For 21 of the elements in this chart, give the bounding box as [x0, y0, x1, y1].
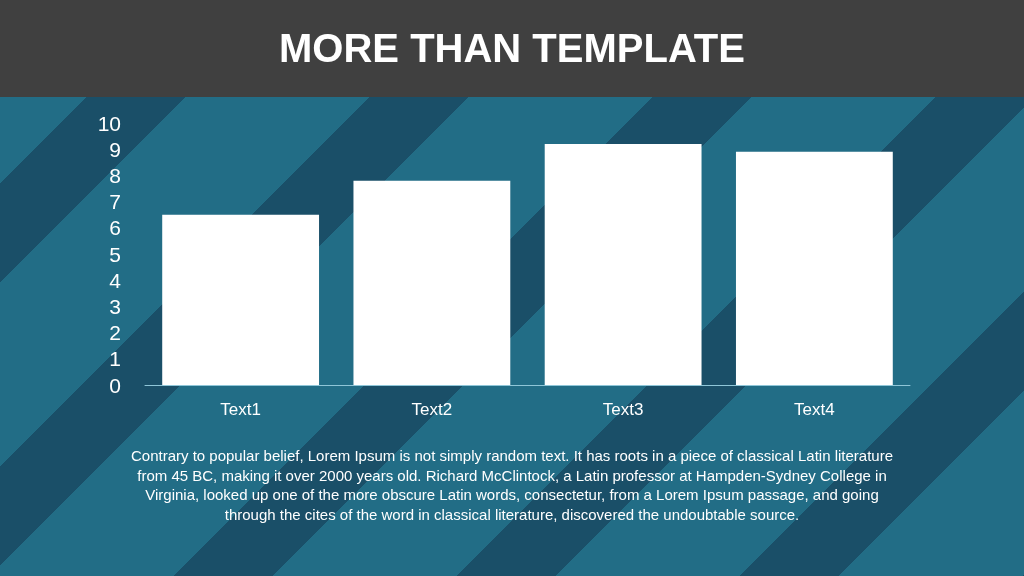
y-tick-label: 0 — [109, 373, 121, 397]
x-tick-label: Text3 — [602, 400, 644, 419]
bar — [353, 180, 511, 385]
y-tick-label: 5 — [109, 242, 121, 266]
y-tick-label: 9 — [109, 137, 121, 161]
text: Contrary to popular belief, Lorem Ipsum is not simply random text. It has roots in a piece of classical Latin literature from 45 BC, making it over 2000 years old. Richard McClintock, a Latin professor at Hampden-Sydney College in Virginia, looked up one of the more obscure Latin words, consectetur, from a Lorem Ipsum passage, and going through the cites of the word in classical literature, discovered the undoubtable source. — [130, 446, 894, 524]
x-tick-label: Text4 — [794, 400, 835, 419]
y-tick-label: 8 — [109, 163, 121, 187]
y-tick-label: 4 — [109, 268, 122, 292]
x-tick-label: Text2 — [411, 400, 453, 419]
x-tick-label: Text1 — [220, 400, 261, 419]
bar — [162, 214, 320, 385]
bar — [544, 143, 702, 385]
y-tick-label: 3 — [109, 294, 121, 318]
bar — [735, 151, 893, 385]
y-tick-label: 6 — [109, 216, 121, 240]
y-tick-label: 2 — [109, 321, 121, 345]
y-tick-label: 10 — [97, 111, 121, 135]
y-tick-label: 1 — [109, 347, 121, 371]
y-tick-label: 7 — [109, 190, 121, 214]
chart-title: MORE THAN TEMPLATE — [0, 0, 1024, 97]
